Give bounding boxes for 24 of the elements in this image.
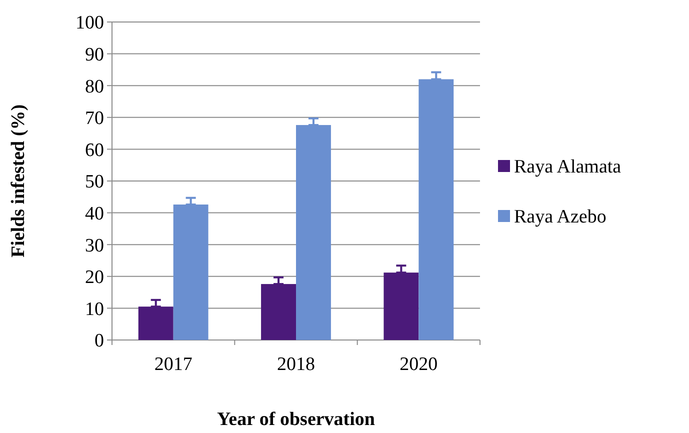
bar xyxy=(138,306,174,340)
y-tick-label: 10 xyxy=(85,298,104,320)
legend-label: Raya Azebo xyxy=(514,206,606,228)
y-tick-label: 90 xyxy=(85,44,104,66)
bar xyxy=(261,284,296,340)
y-tick-label: 60 xyxy=(85,140,104,161)
y-tick-label: 40 xyxy=(85,203,104,224)
y-tick-label: 70 xyxy=(85,108,104,130)
y-tick-label: 20 xyxy=(85,267,104,288)
y-tick-label: 0 xyxy=(94,330,104,352)
legend-label: Raya Alamata xyxy=(514,156,622,178)
bar xyxy=(418,79,454,340)
y-axis-title: Fields infested (%) xyxy=(8,104,29,258)
y-tick-label: 30 xyxy=(85,235,104,256)
x-tick-label: 2017 xyxy=(154,354,192,375)
y-tick-label: 50 xyxy=(85,172,104,193)
y-tick-label: 100 xyxy=(76,12,104,34)
x-tick-label: 2020 xyxy=(400,354,438,375)
y-tick-label: 80 xyxy=(85,76,104,98)
bar xyxy=(384,272,419,340)
bar xyxy=(173,204,208,340)
x-axis-title: Year of observation xyxy=(217,409,376,430)
bar xyxy=(296,125,331,340)
x-tick-label: 2018 xyxy=(277,354,315,375)
